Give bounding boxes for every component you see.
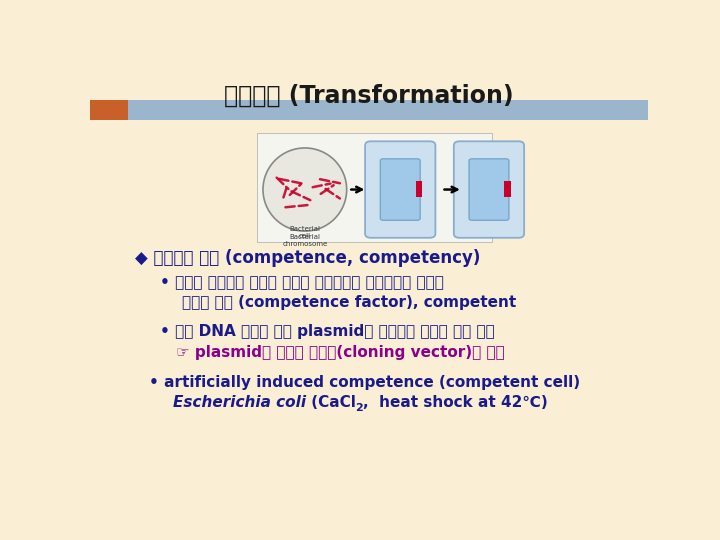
Text: 수용능 인자 (competence factor), competent: 수용능 인자 (competence factor), competent	[182, 295, 516, 310]
Text: ,  heat shock at 42℃): , heat shock at 42℃)	[364, 395, 548, 410]
Text: ◆ 형질전환 능력 (competence, competency): ◆ 형질전환 능력 (competence, competency)	[135, 249, 480, 267]
FancyBboxPatch shape	[454, 141, 524, 238]
Text: • 선형 DNA 단편에 비해 plasmid의 형질전환 효율이 매우 높음: • 선형 DNA 단편에 비해 plasmid의 형질전환 효율이 매우 높음	[160, 324, 495, 339]
FancyBboxPatch shape	[469, 159, 509, 220]
Text: (CaCl: (CaCl	[306, 395, 356, 410]
FancyBboxPatch shape	[365, 141, 436, 238]
Ellipse shape	[263, 148, 347, 231]
Bar	[90, 100, 648, 120]
Text: • artificially induced competence (competent cell): • artificially induced competence (compe…	[148, 375, 580, 389]
Text: Escherichia coli: Escherichia coli	[173, 395, 306, 410]
Text: ☞ plasmid를 유전자 운반체(cloning vector)로 사용: ☞ plasmid를 유전자 운반체(cloning vector)로 사용	[176, 345, 505, 360]
FancyBboxPatch shape	[415, 181, 422, 198]
FancyBboxPatch shape	[380, 159, 420, 220]
FancyBboxPatch shape	[258, 133, 492, 241]
Text: • 일부의 세균들이 특정한 생리적 조건에서만 형질전환을 일으킴: • 일부의 세균들이 특정한 생리적 조건에서만 형질전환을 일으킴	[160, 275, 444, 290]
Text: Bacterial
chromosome: Bacterial chromosome	[282, 234, 328, 247]
FancyBboxPatch shape	[504, 181, 511, 198]
Text: 2: 2	[356, 403, 364, 413]
Text: Bacterial
cell: Bacterial cell	[289, 226, 320, 239]
Bar	[90, 100, 128, 120]
Text: 형질전환 (Transformation): 형질전환 (Transformation)	[224, 84, 514, 108]
